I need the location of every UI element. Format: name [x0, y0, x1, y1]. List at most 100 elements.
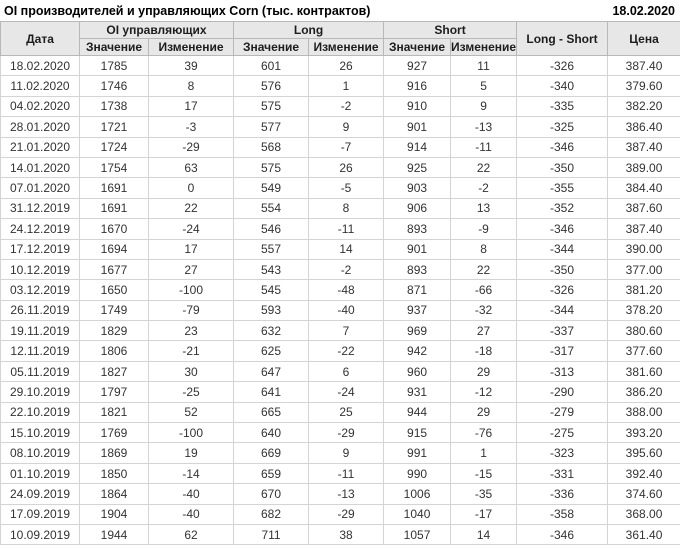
long_short-cell: -290 [516, 381, 609, 403]
price-cell: 387.40 [607, 136, 680, 158]
page-title: OI производителей и управляющих Corn (ты… [4, 4, 371, 18]
short_change-cell: 8 [450, 238, 518, 260]
long_change-cell: 25 [308, 401, 385, 424]
long_change-cell: -24 [308, 381, 385, 403]
long_short-cell: -346 [516, 136, 609, 158]
oi_value-cell: 1754 [79, 156, 149, 179]
table-row: 21.01.2020 1724 -29 568 -7 914 -11 -346 387.40 [0, 136, 680, 158]
short_change-cell: -11 [450, 136, 518, 158]
table-row: 12.11.2019 1806 -21 625 -22 942 -18 -317 377.60 [0, 340, 680, 362]
long_short-cell: -346 [516, 523, 609, 546]
group-header-short: Short [383, 21, 518, 39]
long_short-cell: -355 [516, 177, 609, 199]
date-cell: 12.11.2019 [0, 340, 80, 362]
short_value-cell: 969 [383, 320, 452, 342]
long_change-cell: -7 [308, 136, 385, 158]
long_change-cell: 26 [308, 54, 385, 77]
price-cell: 377.00 [607, 258, 680, 281]
oi_change-cell: -100 [147, 422, 235, 444]
column-header-price: Цена [607, 21, 680, 56]
short_change-cell: 14 [450, 523, 518, 546]
table-row: 17.09.2019 1904 -40 682 -29 1040 -17 -358 368.00 [0, 503, 680, 525]
oi_change-cell: -25 [147, 381, 235, 403]
table-row: 29.10.2019 1797 -25 641 -24 931 -12 -290 386.20 [0, 381, 680, 403]
date-cell: 15.10.2019 [0, 422, 80, 444]
table-row: 10.12.2019 1677 27 543 -2 893 22 -350 377.00 [0, 258, 680, 281]
price-cell: 380.60 [607, 320, 680, 342]
date-cell: 17.12.2019 [0, 238, 80, 260]
table-row: 19.11.2019 1829 23 632 7 969 27 -337 380.60 [0, 320, 680, 342]
long_value-cell: 549 [233, 177, 310, 199]
short_value-cell: 991 [383, 442, 452, 464]
date-cell: 26.11.2019 [0, 299, 80, 322]
short_change-cell: -35 [450, 483, 518, 505]
short_change-cell: -17 [450, 503, 518, 525]
sub-header-short-value: Значение [383, 38, 452, 56]
sub-header-short-change: Изменение [450, 38, 518, 56]
short_value-cell: 901 [383, 116, 452, 138]
long_short-cell: -352 [516, 197, 609, 220]
long_value-cell: 665 [233, 401, 310, 424]
short_change-cell: -12 [450, 381, 518, 403]
table-row: 03.12.2019 1650 -100 545 -48 871 -66 -326 381.20 [0, 279, 680, 301]
long_value-cell: 682 [233, 503, 310, 525]
long_value-cell: 647 [233, 360, 310, 383]
price-cell: 381.20 [607, 279, 680, 301]
long_change-cell: 38 [308, 523, 385, 546]
long_short-cell: -344 [516, 238, 609, 260]
long_change-cell: 14 [308, 238, 385, 260]
table-header: Дата OI управляющих Long Short Long - Sh… [0, 21, 680, 56]
sub-header-oi-value: Значение [79, 38, 149, 56]
short_value-cell: 1040 [383, 503, 452, 525]
long_change-cell: -29 [308, 503, 385, 525]
long_change-cell: 9 [308, 116, 385, 138]
date-cell: 07.01.2020 [0, 177, 80, 199]
price-cell: 374.60 [607, 483, 680, 505]
short_change-cell: -13 [450, 116, 518, 138]
long_value-cell: 670 [233, 483, 310, 505]
long_change-cell: -40 [308, 299, 385, 322]
short_value-cell: 942 [383, 340, 452, 362]
short_value-cell: 871 [383, 279, 452, 301]
date-cell: 18.02.2020 [0, 54, 80, 77]
price-cell: 378.20 [607, 299, 680, 322]
price-cell: 390.00 [607, 238, 680, 260]
sub-header-long-change: Изменение [308, 38, 385, 56]
oi_change-cell: 63 [147, 156, 235, 179]
oi_change-cell: 8 [147, 75, 235, 97]
long_short-cell: -337 [516, 320, 609, 342]
price-cell: 392.40 [607, 462, 680, 485]
long_change-cell: 1 [308, 75, 385, 97]
oi_change-cell: 19 [147, 442, 235, 464]
table-row: 01.10.2019 1850 -14 659 -11 990 -15 -331 392.40 [0, 462, 680, 485]
short_value-cell: 927 [383, 54, 452, 77]
long_short-cell: -340 [516, 75, 609, 97]
oi_change-cell: 0 [147, 177, 235, 199]
long_short-cell: -350 [516, 156, 609, 179]
table-row: 11.02.2020 1746 8 576 1 916 5 -340 379.60 [0, 75, 680, 97]
table-row: 17.12.2019 1694 17 557 14 901 8 -344 390.00 [0, 238, 680, 260]
long_short-cell: -317 [516, 340, 609, 362]
price-cell: 393.20 [607, 422, 680, 444]
long_value-cell: 545 [233, 279, 310, 301]
long_change-cell: 6 [308, 360, 385, 383]
date-cell: 05.11.2019 [0, 360, 80, 383]
oi-table: Дата OI управляющих Long Short Long - Sh… [0, 21, 680, 546]
long_short-cell: -325 [516, 116, 609, 138]
oi_value-cell: 1721 [79, 116, 149, 138]
date-cell: 11.02.2020 [0, 75, 80, 97]
long_change-cell: -48 [308, 279, 385, 301]
long_value-cell: 557 [233, 238, 310, 260]
short_change-cell: 27 [450, 320, 518, 342]
oi_value-cell: 1785 [79, 54, 149, 77]
long_short-cell: -326 [516, 279, 609, 301]
date-cell: 22.10.2019 [0, 401, 80, 424]
oi_value-cell: 1944 [79, 523, 149, 546]
table-row: 24.09.2019 1864 -40 670 -13 1006 -35 -336 374.60 [0, 483, 680, 505]
price-cell: 361.40 [607, 523, 680, 546]
oi_value-cell: 1829 [79, 320, 149, 342]
long_change-cell: 7 [308, 320, 385, 342]
group-header-oi: OI управляющих [78, 21, 235, 39]
oi_value-cell: 1821 [79, 401, 149, 424]
oi_change-cell: 17 [147, 95, 235, 118]
